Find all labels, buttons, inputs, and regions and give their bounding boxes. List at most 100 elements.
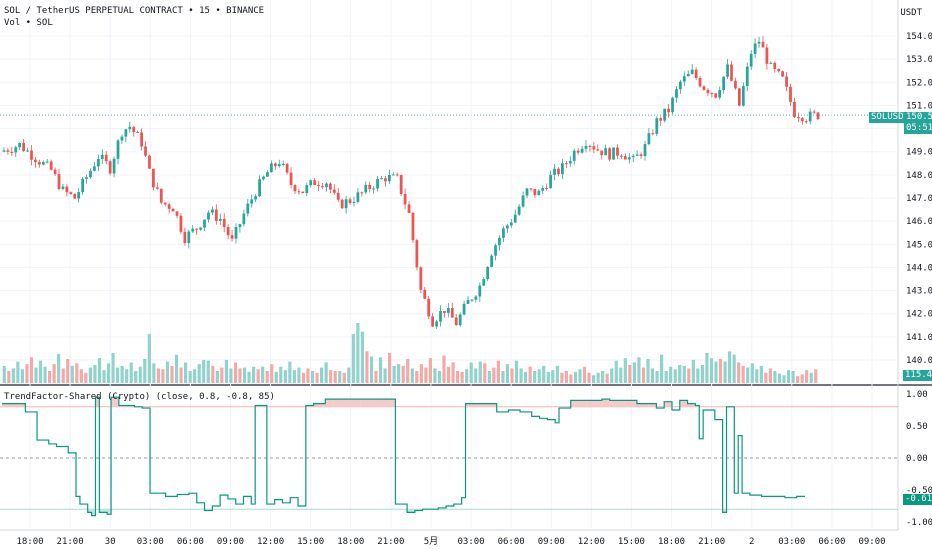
volume-bar bbox=[786, 370, 791, 383]
volume-bar bbox=[125, 369, 129, 383]
candle bbox=[466, 300, 470, 304]
candle bbox=[478, 285, 482, 297]
candle bbox=[77, 192, 81, 199]
indicator-pane bbox=[2, 396, 806, 517]
volume-bar bbox=[483, 363, 487, 383]
volume-bar bbox=[2, 365, 6, 383]
candle bbox=[643, 144, 647, 156]
volume-bar bbox=[388, 353, 392, 383]
volume-bar bbox=[768, 368, 772, 383]
volume-bar bbox=[614, 360, 618, 383]
candle bbox=[214, 209, 218, 221]
volume-bar bbox=[270, 364, 274, 383]
oversold-fill bbox=[91, 509, 96, 516]
candle bbox=[498, 237, 501, 246]
volume-bar bbox=[338, 371, 342, 383]
axis-labels: 154.00153.00152.00151.00150.00149.00148.… bbox=[16, 32, 932, 547]
time-tick-label: 03:00 bbox=[458, 537, 485, 547]
candle bbox=[277, 164, 281, 167]
candle bbox=[576, 150, 580, 153]
candle bbox=[89, 170, 92, 178]
candle bbox=[505, 225, 509, 229]
candle bbox=[623, 156, 627, 160]
volume-bar bbox=[669, 366, 673, 383]
candle bbox=[474, 296, 478, 300]
candle bbox=[761, 41, 765, 48]
candle bbox=[199, 227, 202, 230]
volume-bar bbox=[383, 368, 387, 383]
volume-bar bbox=[301, 372, 306, 383]
volume-bar bbox=[601, 371, 605, 383]
volume-title[interactable]: Vol • SOL bbox=[4, 18, 53, 28]
volume-bar bbox=[632, 362, 636, 383]
candle bbox=[148, 155, 151, 169]
volume-bar bbox=[709, 358, 714, 383]
candle bbox=[250, 199, 254, 204]
candle bbox=[325, 183, 328, 188]
candle bbox=[376, 178, 379, 189]
overbought-fill bbox=[664, 401, 672, 407]
volume-bar bbox=[378, 357, 383, 383]
candle bbox=[686, 73, 690, 77]
volume-bar bbox=[460, 371, 464, 383]
candle bbox=[486, 266, 490, 280]
candle bbox=[364, 184, 368, 193]
volume-bar bbox=[220, 367, 224, 383]
candle bbox=[773, 62, 777, 69]
volume-bar bbox=[229, 368, 233, 383]
volume-bar bbox=[170, 365, 174, 383]
candle bbox=[604, 148, 608, 156]
candle bbox=[222, 218, 226, 228]
candle bbox=[462, 303, 466, 315]
candle bbox=[494, 245, 497, 256]
candle bbox=[140, 132, 143, 147]
symbol-title[interactable]: SOL / TetherUS PERPETUAL CONTRACT • 15 •… bbox=[4, 6, 265, 16]
candle bbox=[706, 89, 710, 94]
candlestick-series bbox=[2, 36, 820, 329]
candle bbox=[435, 321, 438, 327]
oversold-fill bbox=[107, 509, 112, 515]
price-tick-label: 148.00 bbox=[906, 171, 932, 181]
volume-bar bbox=[297, 367, 301, 383]
candle bbox=[108, 161, 112, 174]
candle bbox=[545, 188, 549, 190]
volume-bar bbox=[97, 358, 102, 383]
candle bbox=[553, 168, 556, 175]
volume-bar bbox=[433, 368, 437, 383]
volume-bar bbox=[673, 369, 677, 383]
candle bbox=[454, 317, 458, 326]
indicator-title[interactable]: TrendFactor-Shared (Crypto) (close, 0.8,… bbox=[4, 392, 275, 402]
volume-bar bbox=[161, 369, 165, 383]
currency-label[interactable]: USDT bbox=[900, 8, 922, 18]
time-tick-label: 21:00 bbox=[698, 537, 725, 547]
candle bbox=[65, 186, 69, 193]
volume-bar bbox=[465, 369, 469, 383]
time-tick-label: 5月 bbox=[424, 536, 438, 547]
volume-bar bbox=[347, 367, 351, 383]
volume-bar bbox=[814, 369, 818, 383]
oversold-fill bbox=[722, 509, 727, 513]
volume-bar bbox=[184, 362, 188, 383]
volume-bar bbox=[619, 367, 623, 383]
indicator-tick-label: 0.50 bbox=[906, 422, 928, 432]
volume-bar bbox=[587, 372, 591, 383]
candle bbox=[694, 69, 698, 79]
volume-bar bbox=[102, 370, 106, 383]
candle bbox=[6, 150, 10, 152]
volume-bar bbox=[401, 365, 405, 383]
volume-bar bbox=[224, 359, 228, 383]
volume-bar bbox=[61, 368, 65, 383]
volume-bar bbox=[573, 371, 578, 383]
volume-bar bbox=[564, 371, 568, 383]
candle bbox=[45, 161, 49, 163]
overbought-fill bbox=[111, 397, 119, 407]
candle bbox=[81, 178, 84, 193]
oversold-fill bbox=[204, 509, 213, 511]
volume-bar bbox=[147, 334, 151, 383]
volume-bar bbox=[437, 371, 442, 383]
overbought-fill bbox=[372, 399, 392, 407]
volume-bar bbox=[25, 364, 29, 383]
candle bbox=[785, 76, 788, 87]
candle bbox=[128, 126, 132, 130]
